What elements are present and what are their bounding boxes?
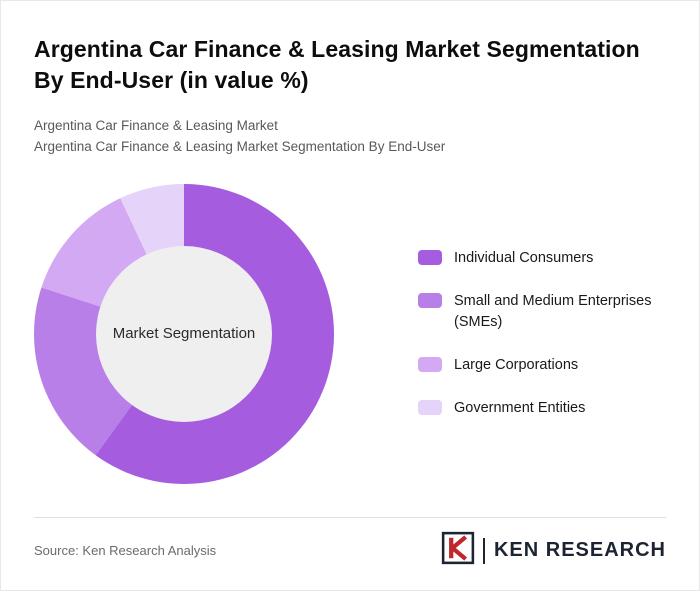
legend-label: Individual Consumers: [454, 250, 594, 267]
ken-research-logo: KEN RESEARCH: [441, 531, 666, 570]
legend-label: Small and Medium Enterprises (SMEs): [454, 293, 652, 331]
legend-label: Large Corporations: [454, 357, 579, 374]
donut-hole: Market Segmentation: [96, 245, 272, 422]
chart-title: Argentina Car Finance & Leasing Market S…: [34, 36, 640, 94]
legend-item: Large Corporations: [418, 355, 666, 376]
legend-item: Individual Consumers: [418, 248, 666, 269]
source-text: Source: Ken Research Analysis: [34, 543, 217, 558]
legend-label: Government Entities: [454, 400, 586, 417]
legend-item: Government Entities: [418, 398, 666, 419]
legend-swatch: [418, 400, 442, 416]
subtitle-line-1: Argentina Car Finance & Leasing Market: [34, 118, 278, 134]
legend-swatch: [418, 293, 442, 309]
logo-wordmark: KEN RESEARCH: [493, 539, 666, 561]
footer: Source: Ken Research Analysis KEN RESEAR…: [34, 517, 666, 570]
legend: Individual Consumers Small and Medium Ent…: [418, 248, 666, 419]
legend-swatch: [418, 357, 442, 373]
ken-research-k-icon: [441, 531, 475, 570]
legend-swatch: [418, 250, 442, 266]
donut-center-label: Market Segmentation: [112, 325, 256, 343]
subtitle-line-2: Argentina Car Finance & Leasing Market S…: [34, 139, 446, 155]
legend-item: Small and Medium Enterprises (SMEs): [418, 291, 666, 333]
chart-area: Market Segmentation Individual Consumers…: [34, 183, 666, 484]
logo-divider: [482, 537, 485, 564]
donut-wrap: Market Segmentation: [34, 183, 334, 484]
chart-subtitles: Argentina Car Finance & Leasing Market A…: [34, 116, 666, 158]
